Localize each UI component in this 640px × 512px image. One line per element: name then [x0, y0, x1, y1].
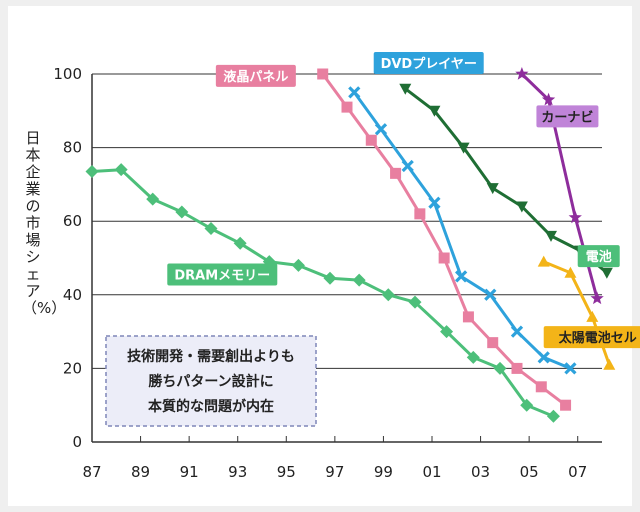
series-line: [353, 91, 571, 370]
data-point: [317, 68, 329, 80]
x-tick-label: 87: [82, 463, 101, 481]
x-tick-label: 07: [568, 463, 587, 481]
x-tick-label: 89: [131, 463, 150, 481]
data-point: [365, 134, 377, 146]
series-label-box: [215, 64, 296, 87]
x-tick-label: 95: [277, 463, 296, 481]
data-point: [146, 192, 160, 206]
data-point: [487, 337, 499, 349]
data-point: [520, 398, 534, 412]
y-tick-label: 0: [72, 433, 82, 451]
y-tick-label: 40: [63, 286, 82, 304]
data-point: [457, 142, 470, 154]
annotation-line: 勝ちパターン設計に: [148, 373, 273, 390]
data-point: [204, 222, 218, 236]
series-label: DRAMメモリー: [174, 269, 270, 284]
data-point: [564, 362, 577, 375]
data-point: [381, 288, 395, 302]
x-tick-label: 03: [471, 463, 490, 481]
data-point: [493, 361, 507, 375]
data-point: [537, 351, 550, 364]
data-point: [348, 86, 361, 99]
x-tick-label: 91: [180, 463, 199, 481]
series-2: [348, 86, 577, 375]
y-axis-label: 日本企業の市場シェア（%）: [22, 129, 66, 317]
annotation-line: 本質的な問題が内在: [148, 398, 274, 415]
data-point: [428, 196, 441, 209]
data-point: [438, 252, 450, 264]
annotation-box: [105, 335, 317, 427]
data-point: [590, 291, 604, 305]
data-point: [515, 67, 529, 80]
annotation-line: 技術開発・需要創出よりも: [127, 348, 295, 365]
series-label: DVDプレイヤー: [381, 57, 477, 72]
data-point: [511, 362, 523, 374]
data-point: [510, 325, 524, 338]
series-label-box: [536, 105, 599, 128]
series-label: 電池: [586, 249, 612, 265]
data-point: [341, 101, 353, 113]
data-point: [600, 267, 613, 279]
series-label-box: [543, 326, 640, 349]
data-point: [399, 83, 412, 95]
series-label-box: [373, 51, 484, 74]
data-point: [486, 183, 499, 195]
series-0: [85, 163, 560, 423]
data-point: [323, 271, 337, 285]
data-point: [414, 208, 426, 220]
x-tick-label: 97: [325, 463, 344, 481]
data-point: [537, 255, 550, 267]
x-tick-label: 99: [374, 463, 393, 481]
data-point: [535, 381, 547, 393]
data-point: [85, 165, 99, 179]
data-point: [541, 92, 556, 106]
y-tick-label: 20: [63, 359, 82, 377]
data-point: [440, 325, 454, 339]
data-point: [114, 163, 128, 177]
series-line: [404, 87, 608, 274]
data-point: [428, 105, 441, 117]
data-point: [546, 409, 560, 423]
series-label-box: [577, 245, 620, 268]
data-point: [568, 210, 582, 224]
data-point: [175, 205, 189, 219]
data-point: [455, 270, 468, 283]
x-tick-label: 01: [422, 463, 441, 481]
data-point: [564, 266, 577, 278]
series-1: [317, 68, 572, 411]
data-point: [603, 358, 616, 370]
series-label-box: [167, 263, 278, 286]
data-point: [484, 288, 497, 301]
y-tick-label: 100: [53, 65, 82, 83]
y-tick-label: 80: [63, 139, 82, 157]
series-line: [543, 260, 611, 366]
y-tick-label: 60: [63, 212, 82, 230]
data-point: [291, 258, 305, 272]
series-label: カーナビ: [541, 109, 593, 125]
data-point: [352, 273, 366, 287]
data-point: [462, 311, 474, 323]
data-point: [408, 295, 422, 309]
data-point: [374, 123, 388, 136]
series-label: 液晶パネル: [223, 69, 288, 85]
series-label: 太陽電池セル: [558, 330, 637, 346]
data-point: [586, 310, 599, 322]
data-point: [560, 399, 572, 411]
data-point: [401, 159, 414, 173]
data-point: [545, 230, 557, 242]
x-tick-label: 93: [228, 463, 247, 481]
x-tick-label: 05: [520, 463, 539, 481]
data-point: [233, 236, 247, 250]
data-point: [515, 201, 528, 213]
data-point: [390, 167, 402, 179]
data-point: [466, 350, 480, 364]
